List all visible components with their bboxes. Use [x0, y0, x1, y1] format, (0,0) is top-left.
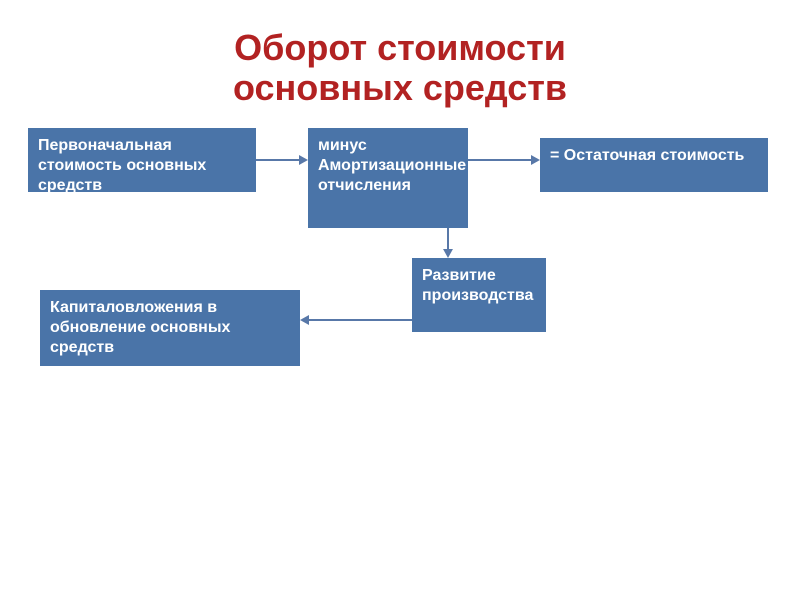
box-label: = Остаточная стоимость	[550, 147, 744, 164]
box-residual-value: = Остаточная стоимость	[540, 138, 768, 192]
box-label: минус Амортизационные отчисления	[318, 137, 466, 194]
arrow-head-3	[300, 315, 309, 325]
arrow-head-2	[443, 249, 453, 258]
box-development: Развитие производства	[412, 258, 546, 332]
box-capex: Капиталовложения в обновление основных с…	[40, 290, 300, 366]
box-label: Капиталовложения в обновление основных с…	[50, 299, 230, 356]
title-line-2: основных средств	[233, 67, 567, 108]
box-label: Первоначальная стоимость основных средст…	[38, 137, 206, 194]
box-label: Развитие производства	[422, 267, 533, 304]
box-depreciation: минус Амортизационные отчисления	[308, 128, 468, 228]
arrow-head-0	[299, 155, 308, 165]
box-initial-cost: Первоначальная стоимость основных средст…	[28, 128, 256, 192]
page-title: Оборот стоимости основных средств	[0, 0, 800, 107]
title-line-1: Оборот стоимости	[234, 27, 566, 68]
arrow-head-1	[531, 155, 540, 165]
